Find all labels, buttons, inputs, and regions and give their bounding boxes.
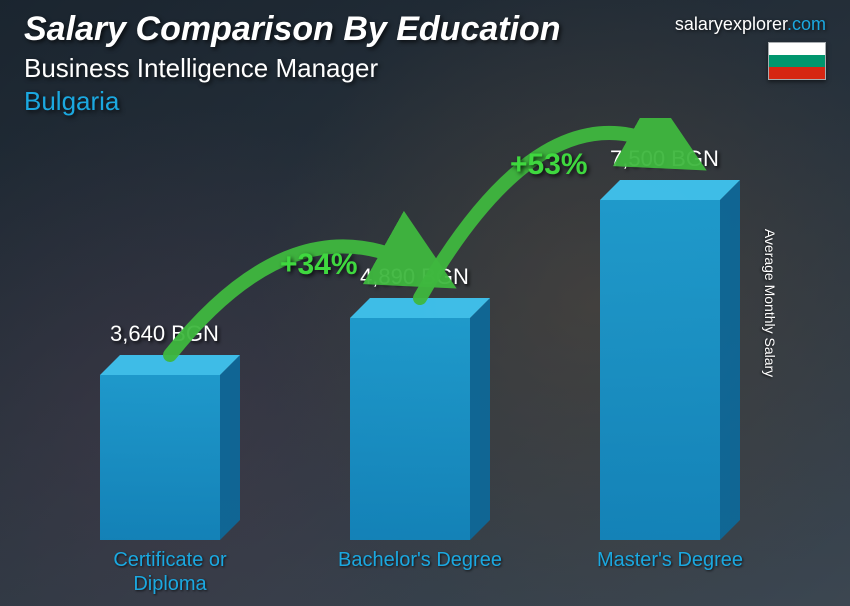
bar: 4,890 BGNBachelor's Degree <box>350 318 490 540</box>
bar-top <box>600 180 740 200</box>
chart-subtitle: Business Intelligence Manager <box>24 53 826 84</box>
bar-side <box>720 180 740 540</box>
brand-suffix: .com <box>787 14 826 34</box>
brand-name: salaryexplorer <box>675 14 787 34</box>
flag-stripe <box>769 55 825 67</box>
bar-side <box>220 355 240 540</box>
bar-chart: 3,640 BGNCertificate or Diploma 4,890 BGN… <box>60 118 800 588</box>
bar-side <box>470 298 490 540</box>
bar-front <box>350 318 470 540</box>
bar-top <box>100 355 240 375</box>
bar-value-label: 4,890 BGN <box>360 264 469 290</box>
bar-top <box>350 298 490 318</box>
chart-country: Bulgaria <box>24 86 826 117</box>
bar-category-label: Certificate or Diploma <box>80 548 260 596</box>
brand-watermark: salaryexplorer.com <box>675 14 826 35</box>
bar: 3,640 BGNCertificate or Diploma <box>100 375 240 540</box>
bar-value-label: 7,500 BGN <box>610 146 719 172</box>
bar-front <box>100 375 220 540</box>
bar: 7,500 BGNMaster's Degree <box>600 200 740 540</box>
country-flag-icon <box>768 42 826 80</box>
bar-front <box>600 200 720 540</box>
bar-category-label: Master's Degree <box>580 548 760 572</box>
flag-stripe <box>769 67 825 79</box>
flag-stripe <box>769 43 825 55</box>
bar-category-label: Bachelor's Degree <box>330 548 510 572</box>
increment-label: +34% <box>280 248 358 282</box>
bar-value-label: 3,640 BGN <box>110 321 219 347</box>
increment-label: +53% <box>510 148 588 182</box>
